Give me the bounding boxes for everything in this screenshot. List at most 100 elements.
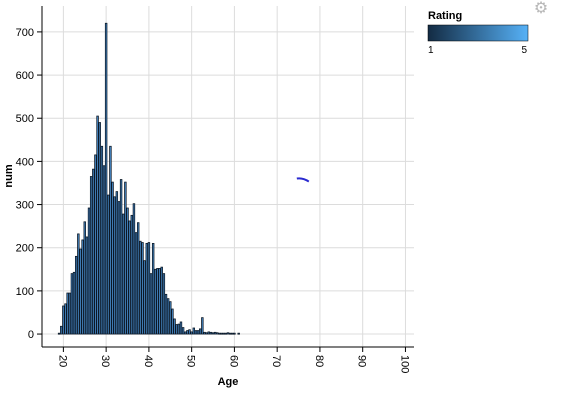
bar	[115, 191, 119, 335]
bar	[171, 308, 174, 335]
bar	[79, 248, 82, 335]
bar	[113, 196, 116, 335]
bar	[216, 332, 219, 335]
y-axis-title: num	[3, 164, 15, 187]
bar	[117, 201, 121, 335]
gear-icon[interactable]: ⚙	[533, 0, 549, 17]
x-tick-label: 80	[313, 355, 325, 367]
bar	[211, 332, 215, 335]
legend-max-label: 5	[521, 45, 527, 56]
bar	[192, 327, 196, 335]
bar	[77, 233, 80, 335]
x-tick-label: 50	[185, 355, 197, 367]
x-tick-label: 100	[398, 355, 410, 373]
bar	[198, 328, 202, 335]
y-tick-label: 0	[28, 329, 34, 341]
bar	[151, 243, 155, 335]
bar	[173, 318, 176, 335]
x-tick-label: 40	[142, 355, 154, 367]
y-tick-label: 500	[16, 113, 34, 125]
bar	[205, 332, 208, 335]
bar	[190, 331, 193, 335]
x-tick-label: 70	[270, 355, 282, 367]
bar	[169, 301, 172, 335]
x-tick-label: 30	[99, 355, 111, 367]
y-tick-label: 600	[16, 70, 34, 82]
bar	[57, 332, 61, 335]
bar	[188, 329, 191, 335]
bar	[74, 255, 78, 335]
legend-gradient-bar	[427, 24, 529, 42]
bar	[228, 332, 232, 335]
bar	[184, 331, 187, 335]
bar	[164, 293, 168, 335]
bar	[162, 273, 166, 335]
bar	[201, 317, 204, 335]
bar	[213, 331, 217, 335]
bar	[107, 194, 110, 335]
bar	[66, 292, 69, 335]
bar	[87, 207, 91, 335]
bar	[186, 330, 189, 335]
bar	[226, 332, 230, 335]
y-tick-label: 300	[16, 200, 34, 212]
bar	[154, 268, 157, 335]
bar	[231, 332, 234, 335]
bar	[175, 324, 178, 335]
bar	[111, 181, 114, 335]
axes: 0 100 200 300 400 500 600 700 20 30 40 50 60 70 80 90 10…	[16, 6, 414, 373]
bar	[128, 220, 131, 335]
bar	[179, 321, 183, 335]
bar	[130, 214, 134, 335]
bar	[134, 232, 138, 335]
bar-series	[57, 22, 240, 335]
bar	[83, 221, 86, 335]
bar	[233, 332, 236, 335]
bar	[96, 115, 99, 335]
legend-min-label: 1	[428, 45, 434, 56]
bar	[85, 236, 89, 335]
bar	[194, 330, 198, 335]
bar	[209, 331, 213, 335]
bar	[207, 331, 210, 335]
x-tick-label: 90	[356, 355, 368, 367]
bar	[98, 122, 101, 335]
bar	[181, 327, 185, 335]
grid-lines	[42, 6, 414, 347]
y-tick-label: 100	[16, 286, 34, 298]
bar	[104, 22, 108, 335]
y-tick-label: 200	[16, 243, 34, 255]
bar	[64, 303, 67, 335]
bar	[70, 273, 74, 335]
bar	[203, 331, 206, 335]
bar	[89, 176, 93, 335]
y-tick-label: 400	[16, 156, 34, 168]
y-tick-label: 700	[16, 27, 34, 39]
bar	[141, 242, 144, 335]
x-tick-label: 20	[56, 355, 68, 367]
bar	[126, 207, 129, 335]
bar	[119, 179, 123, 335]
bar	[224, 332, 228, 335]
color-legend: Rating 1 5	[427, 10, 529, 56]
bar	[158, 268, 161, 335]
legend-title: Rating	[428, 10, 462, 22]
bar	[145, 243, 148, 335]
bar	[160, 266, 163, 335]
bar	[222, 332, 225, 335]
bar	[218, 332, 221, 335]
bar	[62, 305, 65, 335]
bar	[68, 292, 72, 335]
bar	[177, 323, 181, 335]
bar	[132, 203, 136, 335]
bar	[156, 268, 159, 335]
bar	[81, 239, 84, 335]
bar	[109, 145, 112, 335]
bar	[124, 181, 127, 335]
bar	[60, 325, 63, 335]
annotation-layer	[296, 177, 310, 183]
x-axis-title: Age	[218, 376, 239, 388]
bar	[92, 168, 95, 335]
stray-mark	[296, 177, 310, 183]
